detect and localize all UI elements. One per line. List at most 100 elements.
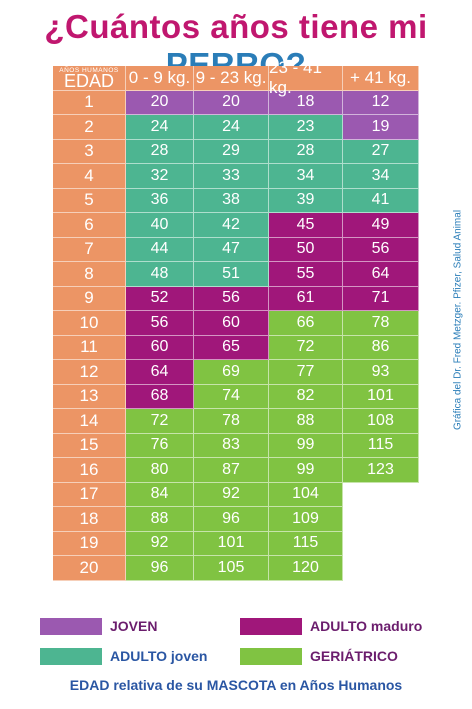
value-cell: 86 (343, 335, 419, 360)
legend-item-adulto-maduro: ADULTO maduro (240, 616, 440, 636)
value-cell: 61 (269, 286, 343, 311)
value-cell: 32 (126, 164, 194, 189)
age-cell: 9 (53, 286, 126, 311)
value-cell: 64 (126, 360, 194, 385)
value-cell: 51 (194, 262, 269, 287)
dog-age-table: AÑOS HUMANOS EDAD 0 - 9 kg. 9 - 23 kg. 2… (53, 58, 419, 581)
header-weight-41-plus: + 41 kg. (343, 66, 419, 91)
header-weight-23-41: 23 - 41 kg. (269, 58, 343, 97)
age-cell: 4 (53, 164, 126, 189)
value-cell: 68 (126, 384, 194, 409)
value-cell: 99 (269, 458, 343, 483)
value-cell: 36 (126, 188, 194, 213)
value-cell: 66 (269, 311, 343, 336)
value-cell: 88 (269, 409, 343, 434)
age-cell: 15 (53, 433, 126, 458)
legend-item-geriatrico: GERIÁTRICO (240, 646, 440, 666)
age-cell: 10 (53, 311, 126, 336)
value-cell: 72 (269, 335, 343, 360)
value-cell: 29 (194, 139, 269, 164)
value-cell: 108 (343, 409, 419, 434)
value-cell: 55 (269, 262, 343, 287)
age-cell: 8 (53, 262, 126, 287)
value-cell: 104 (269, 482, 343, 507)
value-cell: 109 (269, 507, 343, 532)
value-cell (343, 482, 419, 507)
value-cell: 56 (126, 311, 194, 336)
legend-label-joven: JOVEN (110, 618, 158, 634)
value-cell: 120 (269, 556, 343, 581)
legend-label-adulto-joven: ADULTO joven (110, 648, 208, 664)
age-cell: 18 (53, 507, 126, 532)
value-cell: 115 (343, 433, 419, 458)
age-cell: 12 (53, 360, 126, 385)
header-human-years: AÑOS HUMANOS (59, 67, 119, 74)
value-cell: 82 (269, 384, 343, 409)
value-cell: 72 (126, 409, 194, 434)
value-cell: 60 (126, 335, 194, 360)
value-cell: 96 (194, 507, 269, 532)
value-cell: 96 (126, 556, 194, 581)
value-cell: 71 (343, 286, 419, 311)
value-cell: 50 (269, 237, 343, 262)
credit-text: Gráfica del Dr. Fred Metzger. Pfizer, Sa… (452, 209, 464, 431)
value-cell: 65 (194, 335, 269, 360)
value-cell (343, 556, 419, 581)
legend-swatch-adulto-maduro (240, 617, 302, 635)
age-cell: 16 (53, 458, 126, 483)
header-age-cell: AÑOS HUMANOS EDAD (53, 66, 126, 91)
value-cell: 19 (343, 115, 419, 140)
footer-caption: EDAD relativa de su MASCOTA en Años Huma… (69, 677, 403, 693)
value-cell: 78 (343, 311, 419, 336)
age-cell: 13 (53, 384, 126, 409)
value-cell: 87 (194, 458, 269, 483)
value-cell: 23 (269, 115, 343, 140)
value-cell: 60 (194, 311, 269, 336)
value-cell: 40 (126, 213, 194, 238)
value-cell: 64 (343, 262, 419, 287)
age-cell: 7 (53, 237, 126, 262)
age-cell: 5 (53, 188, 126, 213)
value-cell (343, 507, 419, 532)
age-cell: 3 (53, 139, 126, 164)
value-cell: 28 (269, 139, 343, 164)
value-cell: 76 (126, 433, 194, 458)
value-cell: 105 (194, 556, 269, 581)
value-cell: 84 (126, 482, 194, 507)
value-cell: 20 (194, 90, 269, 115)
value-cell: 24 (194, 115, 269, 140)
age-cell: 19 (53, 531, 126, 556)
header-age-label: EDAD (63, 71, 114, 92)
value-cell: 123 (343, 458, 419, 483)
value-cell: 41 (343, 188, 419, 213)
value-cell: 88 (126, 507, 194, 532)
legend: JOVEN ADULTO maduro ADULTO joven GERIÁTR… (40, 616, 440, 666)
value-cell: 74 (194, 384, 269, 409)
legend-swatch-geriatrico (240, 647, 302, 665)
value-cell: 12 (343, 90, 419, 115)
age-cell: 6 (53, 213, 126, 238)
value-cell: 101 (343, 384, 419, 409)
value-cell: 45 (269, 213, 343, 238)
age-cell: 11 (53, 335, 126, 360)
value-cell: 93 (343, 360, 419, 385)
value-cell: 92 (126, 531, 194, 556)
value-cell: 52 (126, 286, 194, 311)
age-cell: 1 (53, 90, 126, 115)
value-cell: 56 (194, 286, 269, 311)
value-cell: 39 (269, 188, 343, 213)
value-cell: 69 (194, 360, 269, 385)
value-cell: 28 (126, 139, 194, 164)
value-cell: 27 (343, 139, 419, 164)
value-cell: 42 (194, 213, 269, 238)
value-cell (343, 531, 419, 556)
value-cell: 80 (126, 458, 194, 483)
value-cell: 92 (194, 482, 269, 507)
value-cell: 33 (194, 164, 269, 189)
age-cell: 20 (53, 556, 126, 581)
header-weight-0-9: 0 - 9 kg. (126, 66, 194, 91)
value-cell: 99 (269, 433, 343, 458)
value-cell: 48 (126, 262, 194, 287)
value-cell: 77 (269, 360, 343, 385)
value-cell: 24 (126, 115, 194, 140)
